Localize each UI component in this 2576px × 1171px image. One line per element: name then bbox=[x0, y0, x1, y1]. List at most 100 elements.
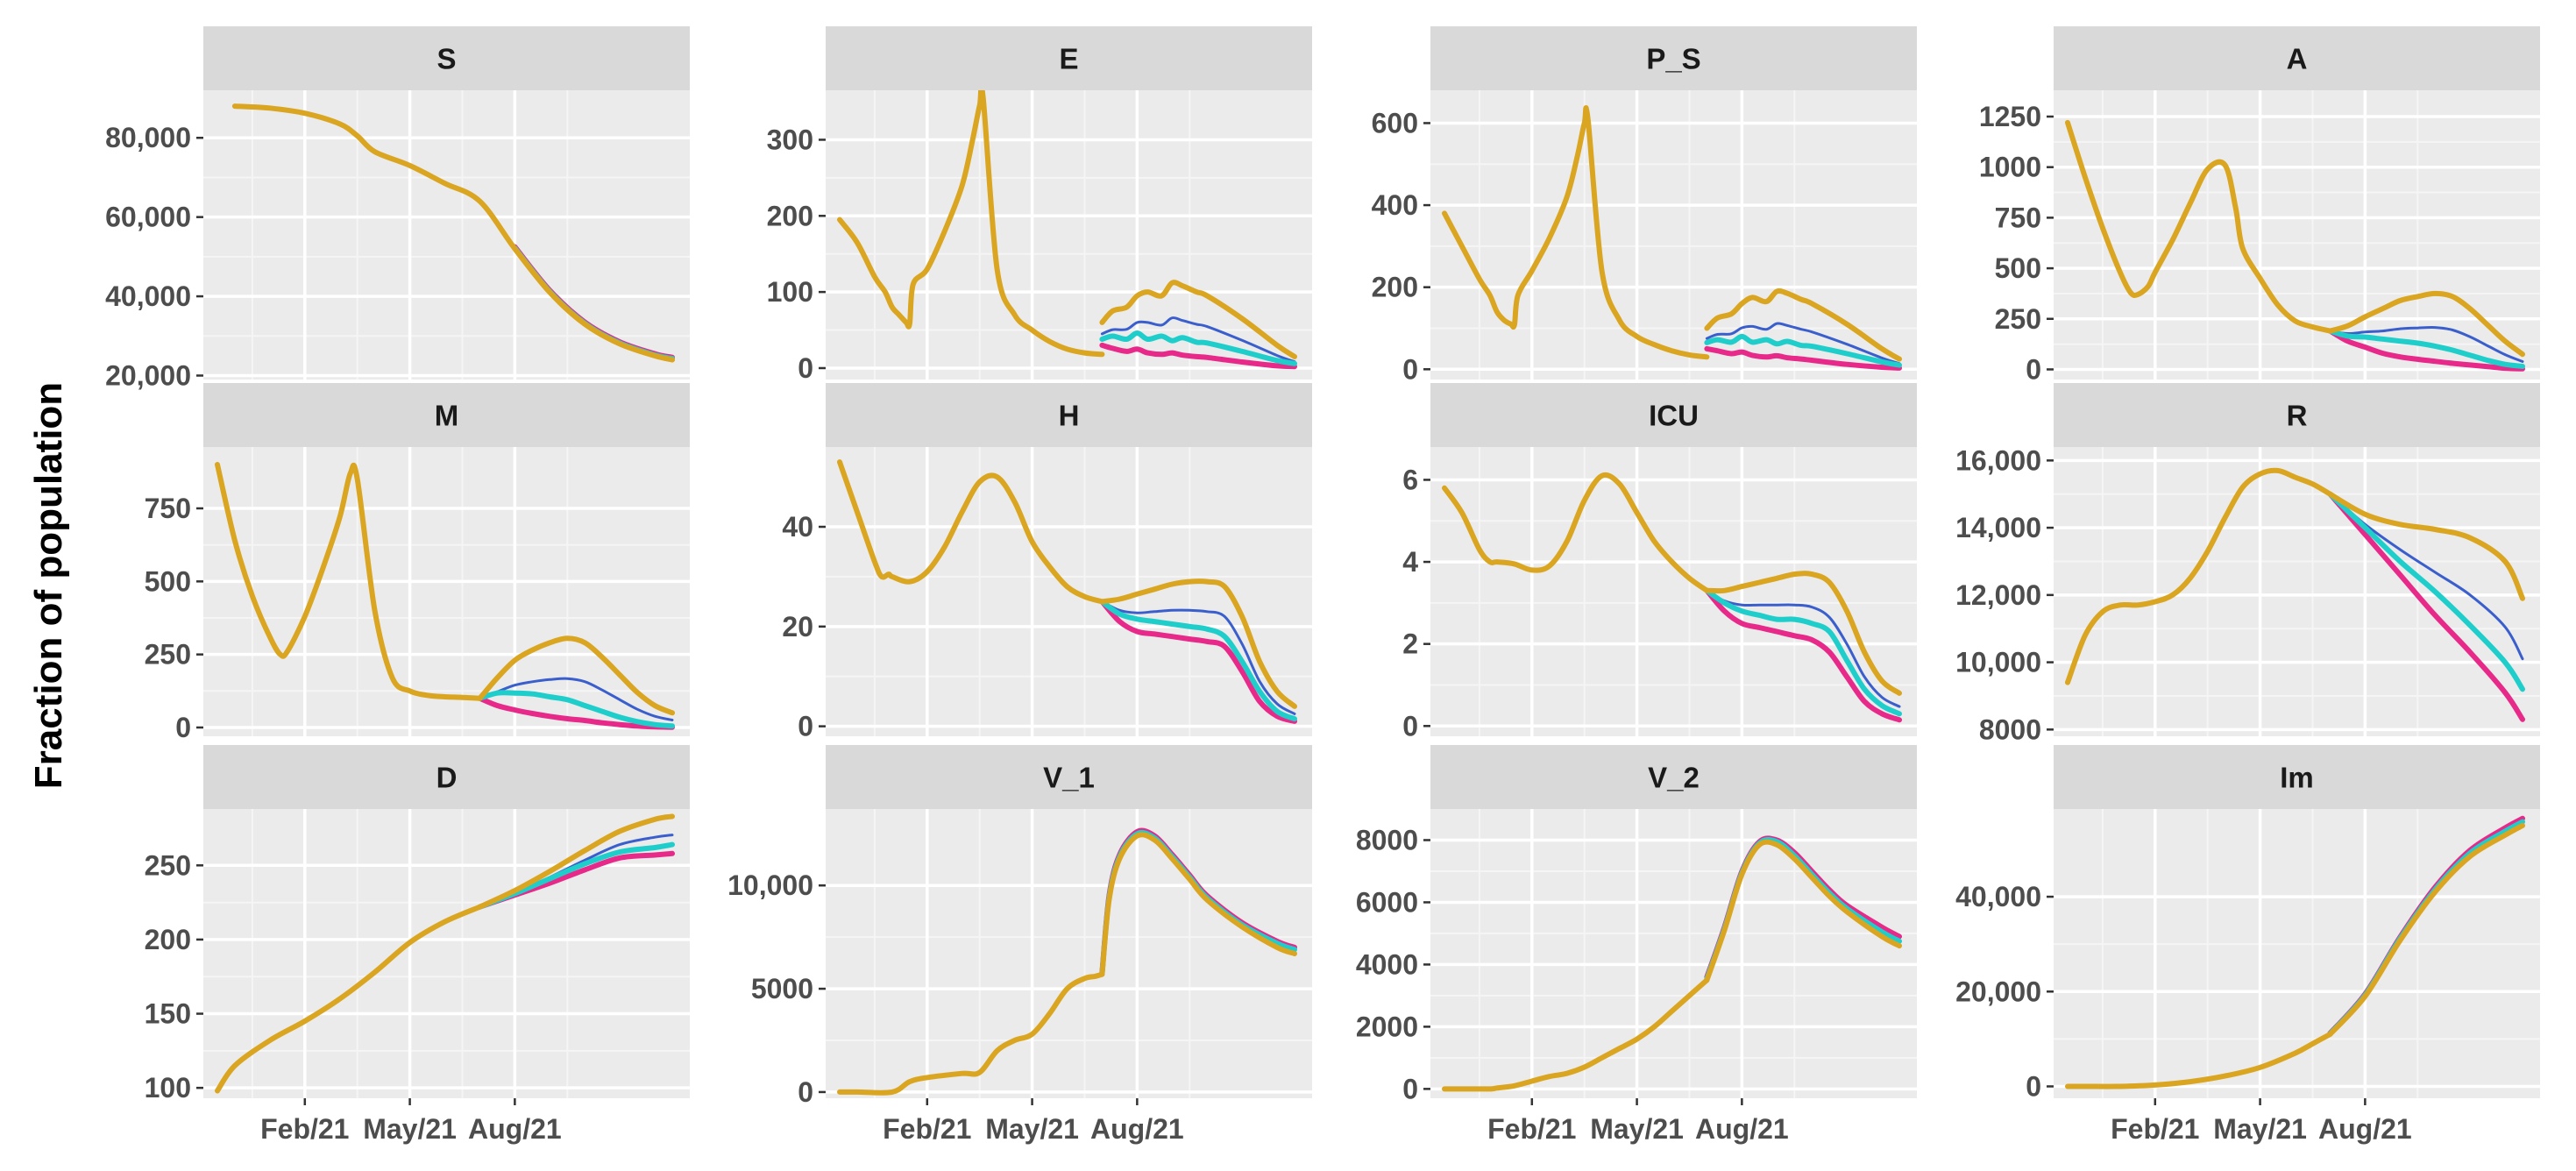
y-tick-label: 0 bbox=[798, 1076, 813, 1108]
x-tick-label: Aug/21 bbox=[1695, 1113, 1789, 1145]
panel-title: E bbox=[1059, 43, 1078, 75]
series-line-scenario-mid bbox=[1099, 330, 1297, 366]
y-tick-label: 200 bbox=[767, 200, 813, 231]
series-line-underlay bbox=[1705, 322, 1901, 365]
panel-title: Im bbox=[2280, 762, 2314, 794]
y-tick-label: 4000 bbox=[1356, 948, 1418, 980]
series-lines bbox=[837, 90, 1297, 370]
y-tick-label: 750 bbox=[1995, 202, 2041, 233]
series-line-scenario-low bbox=[1704, 587, 1902, 723]
panel-strip bbox=[1430, 383, 1917, 447]
y-tick-label: 40,000 bbox=[105, 280, 191, 312]
panel-title: H bbox=[1059, 400, 1080, 432]
y-tick-label: 0 bbox=[175, 712, 191, 743]
series-lines bbox=[231, 103, 675, 363]
y-tick-label: 8000 bbox=[1979, 713, 2041, 745]
series-lines bbox=[2065, 467, 2525, 722]
y-tick-label: 0 bbox=[798, 352, 813, 384]
panel-title: V_2 bbox=[1648, 762, 1700, 794]
panel-strip bbox=[826, 26, 1312, 90]
y-tick-label: 40,000 bbox=[1955, 881, 2041, 912]
series-line-scenario-mid bbox=[1704, 333, 1902, 368]
y-tick-label: 6 bbox=[1402, 464, 1418, 495]
panel-h: H 0 20 40 bbox=[782, 383, 1312, 742]
y-tick-label: 1250 bbox=[1979, 101, 2041, 132]
series-lines bbox=[215, 462, 675, 730]
y-tick-label: 0 bbox=[1402, 353, 1418, 385]
series-lines bbox=[1442, 835, 1902, 1092]
series-line-shared bbox=[837, 971, 1105, 1096]
panel-title: D bbox=[436, 762, 458, 794]
series-line-scenario-mid bbox=[1704, 587, 1902, 717]
panel-title: A bbox=[2287, 43, 2308, 75]
series-line-scenario-high bbox=[2327, 290, 2525, 358]
series-lines bbox=[837, 827, 1297, 1096]
y-tick-label: 0 bbox=[1402, 1073, 1418, 1104]
panel-plot-area bbox=[1430, 809, 1917, 1098]
y-tick-label: 80,000 bbox=[105, 122, 191, 153]
series-line-underlay bbox=[478, 677, 674, 721]
y-tick-label: 500 bbox=[145, 565, 191, 597]
panel-d: D 100 150 200 250 Feb/21 May/21 Aug/21 bbox=[145, 745, 690, 1145]
series-lines bbox=[2065, 815, 2525, 1089]
series-line-shared bbox=[215, 462, 483, 701]
series-line-scenario-mid bbox=[1099, 599, 1297, 722]
x-tick-label: May/21 bbox=[2213, 1113, 2307, 1145]
series-line-scenario-high bbox=[2327, 491, 2525, 601]
panel-strip bbox=[826, 745, 1312, 809]
panel-plot-area bbox=[1430, 90, 1917, 380]
y-tick-label: 600 bbox=[1372, 107, 1418, 138]
y-tick-label: 150 bbox=[145, 998, 191, 1030]
y-tick-label: 60,000 bbox=[105, 202, 191, 233]
y-tick-label: 2000 bbox=[1356, 1011, 1418, 1042]
panel-plot-area bbox=[826, 447, 1312, 736]
series-line-shared bbox=[2065, 119, 2333, 334]
series-line-shared bbox=[837, 90, 1105, 358]
y-tick-label: 12,000 bbox=[1955, 579, 2041, 611]
series-line-shared bbox=[215, 904, 483, 1094]
series-lines bbox=[215, 813, 675, 1094]
x-tick-label: Aug/21 bbox=[1090, 1113, 1184, 1145]
series-line-scenario-high bbox=[477, 635, 675, 716]
x-tick-label: Feb/21 bbox=[260, 1113, 349, 1145]
y-tick-label: 20,000 bbox=[105, 359, 191, 391]
x-tick-label: Feb/21 bbox=[1487, 1113, 1576, 1145]
series-lines bbox=[1442, 105, 1902, 371]
series-line-scenario-mid bbox=[2327, 328, 2525, 369]
y-tick-label: 250 bbox=[145, 849, 191, 881]
y-tick-label: 200 bbox=[1372, 272, 1418, 303]
y-tick-label: 4 bbox=[1402, 546, 1418, 578]
y-tick-label: 20 bbox=[782, 611, 813, 642]
panel-p-s: P_S 0 200 400 600 bbox=[1372, 26, 1917, 385]
series-line-shared bbox=[231, 103, 675, 363]
series-line-scenario-high bbox=[1099, 832, 1297, 977]
panel-plot-area bbox=[826, 809, 1312, 1098]
panel-strip bbox=[826, 383, 1312, 447]
panel-title: S bbox=[436, 43, 456, 75]
series-line-scenario-high bbox=[1099, 280, 1297, 359]
panel-plot-area bbox=[203, 447, 690, 736]
y-tick-label: 1000 bbox=[1979, 152, 2041, 183]
y-tick-label: 0 bbox=[1402, 710, 1418, 742]
series-line-underlay bbox=[2328, 325, 2524, 363]
x-tick-label: Aug/21 bbox=[468, 1113, 562, 1145]
panel-v-2: V_2 0 2000 4000 6000 8000 Feb/21 May/21 Aug/21 bbox=[1356, 745, 1917, 1145]
y-tick-label: 250 bbox=[1995, 303, 2041, 335]
panel-m: M 0 250 500 750 bbox=[145, 383, 690, 743]
series-line-scenario-high bbox=[1704, 571, 1902, 696]
series-line-scenario-high bbox=[1099, 578, 1297, 709]
y-tick-label: 20,000 bbox=[1955, 976, 2041, 1007]
panel-strip bbox=[1430, 26, 1917, 90]
series-line-shared bbox=[1442, 472, 1710, 593]
x-tick-label: Feb/21 bbox=[2111, 1113, 2199, 1145]
y-tick-label: 8000 bbox=[1356, 824, 1418, 855]
panel-s: S 20,000 40,000 60,000 80,000 bbox=[105, 26, 690, 391]
series-line-scenario-mid bbox=[2327, 491, 2525, 692]
panel-v-1: V_1 0 5000 10,000 Feb/21 May/21 Aug/21 bbox=[727, 745, 1312, 1145]
x-tick-label: Feb/21 bbox=[883, 1113, 971, 1145]
panel-im: Im 0 20,000 40,000 Feb/21 May/21 Aug/21 bbox=[1955, 745, 2540, 1145]
panel-strip bbox=[2054, 26, 2540, 90]
series-line-underlay bbox=[1705, 589, 1901, 708]
y-tick-label: 300 bbox=[767, 124, 813, 155]
